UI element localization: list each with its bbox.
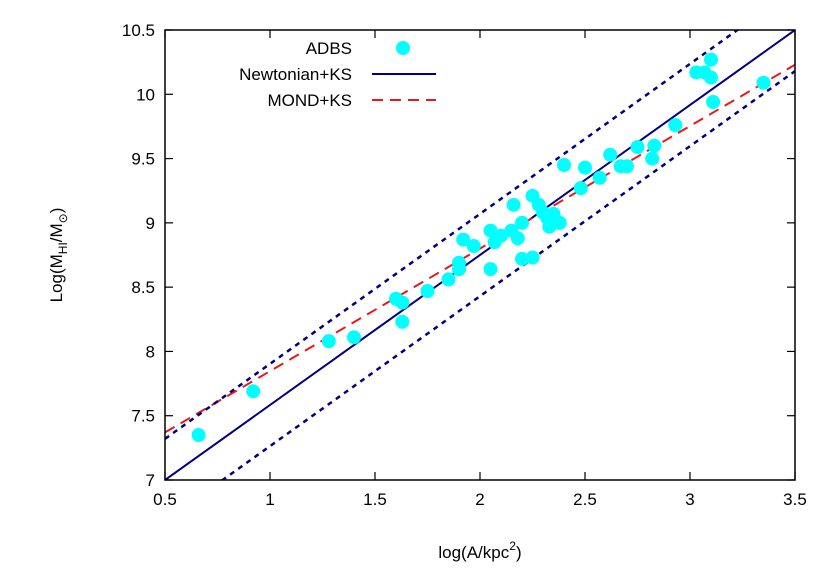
y-tick-label: 10.5 [122,21,155,40]
y-tick-label: 8 [146,342,155,361]
series-line-bound-4 [220,70,795,480]
data-point [525,250,540,265]
legend: ADBS Newtonian+KS MOND+KS [239,39,436,110]
x-axis-label: log(A/kpc2) [438,539,521,562]
data-point [603,147,618,162]
data-point [706,95,721,109]
data-point [452,262,466,277]
x-tick-label: 1.5 [363,490,387,509]
data-point [191,428,206,442]
data-point [552,215,567,230]
data-point [494,228,508,243]
data-point [395,295,410,310]
y-tick-label: 7.5 [131,407,155,426]
x-tick-label: 2.5 [573,490,597,509]
x-tick-label: 3 [685,490,694,509]
data-point [510,231,525,246]
data-point [483,262,498,277]
data-point [515,215,529,230]
x-tick-label: 1 [265,490,274,509]
plot-series-group [165,30,795,480]
legend-label-mond: MOND+KS [267,91,352,110]
y-axis-label: Log(MHI/M⊙) [47,208,70,303]
data-point [347,330,361,345]
data-point [483,223,498,238]
data-point [420,284,435,298]
series-line-newtonian-ks [165,30,795,480]
plot-area [165,30,795,480]
y-tick-label: 10 [136,85,155,104]
data-point [573,181,588,196]
data-point [704,52,718,67]
data-point [246,384,261,399]
data-point [647,138,662,153]
x-tick-label: 2 [475,490,484,509]
data-point [466,239,481,253]
x-tick-label: 3.5 [783,490,807,509]
data-point [756,75,771,90]
data-point [578,160,592,175]
data-point [704,70,718,85]
legend-sample-adbs [396,41,410,55]
legend-label-adbs: ADBS [306,39,352,58]
y-tick-label: 9 [146,214,155,233]
data-point [515,251,529,266]
y-tick-label: 9.5 [131,150,155,169]
data-point [542,219,557,234]
y-tick-label: 7 [146,471,155,490]
data-point [645,151,660,166]
data-point [506,197,521,212]
data-point [456,232,471,247]
data-point [441,272,456,287]
data-point [321,334,336,349]
data-point [557,158,571,172]
data-point [668,118,683,133]
x-tick-label: 0.5 [153,490,177,509]
data-point [630,140,645,154]
axes: 0.5 1 1.5 2 2.5 3 3.5 7 7.5 8 8.5 9 9.5 10 10.5 [122,21,807,509]
legend-label-newtonian: Newtonian+KS [239,65,352,84]
y-tick-label: 8.5 [131,278,155,297]
data-point [620,159,634,174]
data-point [592,170,607,185]
data-point [395,314,410,329]
